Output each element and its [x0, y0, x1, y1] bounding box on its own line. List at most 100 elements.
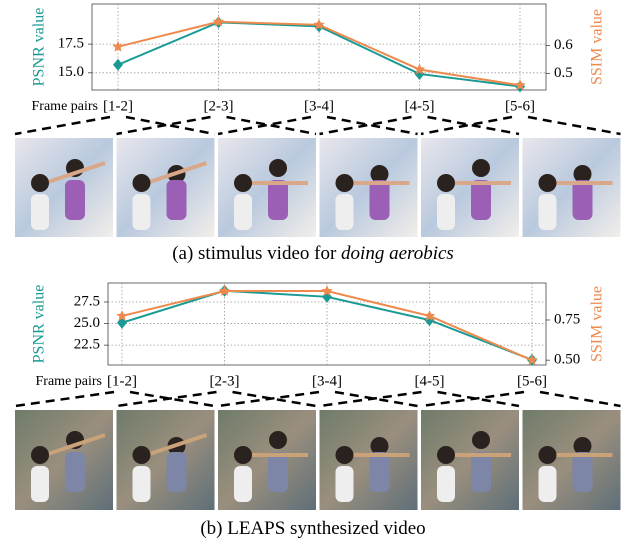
figure-arms — [44, 433, 106, 457]
connector — [217, 390, 320, 408]
frame-background — [116, 410, 215, 510]
caption: (a) stimulus video for doing aerobics — [172, 243, 454, 264]
figure-head — [370, 165, 389, 183]
y2-axis-label: SSIM value — [589, 286, 606, 362]
star-marker — [413, 63, 426, 75]
y-tick-label: 27.5 — [74, 293, 100, 309]
figure-head-2 — [437, 174, 455, 192]
y-tick-label: 25.0 — [74, 315, 100, 331]
y-axis-label: PSNR value — [31, 8, 48, 87]
figure-body-2 — [538, 466, 557, 502]
video-frame — [15, 410, 113, 510]
figure-head-2 — [132, 446, 151, 464]
caption-part: (b) LEAPS synthesized video — [200, 518, 425, 539]
caption-part: doing aerobics — [341, 243, 454, 264]
figure-arms — [44, 161, 106, 185]
connector — [527, 115, 621, 136]
figure-body-2 — [234, 194, 252, 230]
x-tick-label: [4-5] — [405, 98, 435, 114]
connector — [125, 115, 215, 136]
x-tick-label: [3-4] — [312, 373, 342, 389]
video-frame — [116, 410, 215, 510]
video-frame — [319, 138, 418, 237]
figure-head-2 — [437, 446, 455, 464]
figure-head-2 — [538, 174, 557, 192]
connector — [116, 390, 217, 408]
x-tick-label: [1-2] — [103, 98, 133, 114]
star-marker — [116, 310, 128, 321]
video-frame — [319, 410, 418, 510]
x-tick-label: [5-6] — [517, 373, 547, 389]
connector — [226, 115, 317, 136]
x-tick-label: [1-2] — [107, 373, 137, 389]
star-marker — [423, 310, 436, 321]
connector — [14, 390, 115, 408]
figure-body — [65, 180, 85, 220]
figure-head — [269, 159, 287, 177]
frame-background — [218, 138, 316, 237]
video-frame — [522, 410, 621, 510]
figure-body-2 — [437, 466, 455, 502]
figure-body-2 — [234, 466, 252, 502]
y2-axis-label: SSIM value — [589, 9, 606, 85]
figure-body — [572, 180, 593, 220]
figure-head — [370, 437, 389, 455]
star-marker — [321, 285, 333, 296]
star-marker — [212, 15, 225, 27]
video-frame — [15, 138, 113, 237]
figure-body-2 — [538, 194, 557, 230]
star-marker — [526, 354, 538, 365]
x-axis-label: Frame pairs — [32, 99, 98, 114]
figure-head-2 — [234, 446, 252, 464]
figure-body — [166, 452, 187, 492]
x-tick-label: [2-3] — [204, 98, 234, 114]
figure-body-2 — [132, 466, 151, 502]
frame-background — [15, 410, 113, 510]
connector — [129, 390, 215, 408]
figure-body — [268, 180, 288, 220]
figure-body — [369, 180, 390, 220]
video-frame — [522, 138, 621, 237]
connector — [217, 115, 312, 136]
connector — [319, 115, 412, 136]
figure-body-2 — [437, 194, 455, 230]
frame-background — [15, 138, 113, 237]
diamond-marker — [113, 58, 123, 71]
figure-body — [369, 452, 390, 492]
y2-tick-label: 0.5 — [554, 65, 573, 81]
connector — [326, 115, 418, 136]
y-tick-label: 17.5 — [58, 36, 84, 52]
figure-body-2 — [31, 194, 49, 230]
figure-body — [65, 452, 85, 492]
figure-head-2 — [234, 174, 252, 192]
connector — [539, 390, 621, 408]
x-axis-label: Frame pairs — [36, 374, 102, 389]
x-tick-label: [5-6] — [505, 98, 535, 114]
connector — [427, 115, 520, 136]
video-frame — [218, 138, 316, 237]
figure-head-2 — [31, 174, 49, 192]
frame-background — [522, 410, 621, 510]
connector — [437, 390, 520, 408]
frame-background — [319, 410, 418, 510]
video-frame — [218, 410, 316, 510]
x-tick-label: [2-3] — [210, 373, 240, 389]
y-axis-label: PSNR value — [31, 285, 48, 364]
figure-head-2 — [538, 446, 557, 464]
frame-background — [218, 410, 316, 510]
figure-body-2 — [335, 194, 354, 230]
figure-body — [471, 180, 491, 220]
frame-background — [319, 138, 418, 237]
y2-tick-label: 0.6 — [554, 37, 573, 53]
figure-head-2 — [335, 174, 354, 192]
video-frame — [116, 138, 215, 237]
frame-background — [116, 138, 215, 237]
figure-head — [573, 165, 592, 183]
frame-background — [421, 138, 519, 237]
frame-background — [421, 410, 519, 510]
figure-body-2 — [31, 466, 49, 502]
figure-head — [472, 431, 490, 449]
figure-body — [268, 452, 288, 492]
figure-body — [471, 452, 491, 492]
